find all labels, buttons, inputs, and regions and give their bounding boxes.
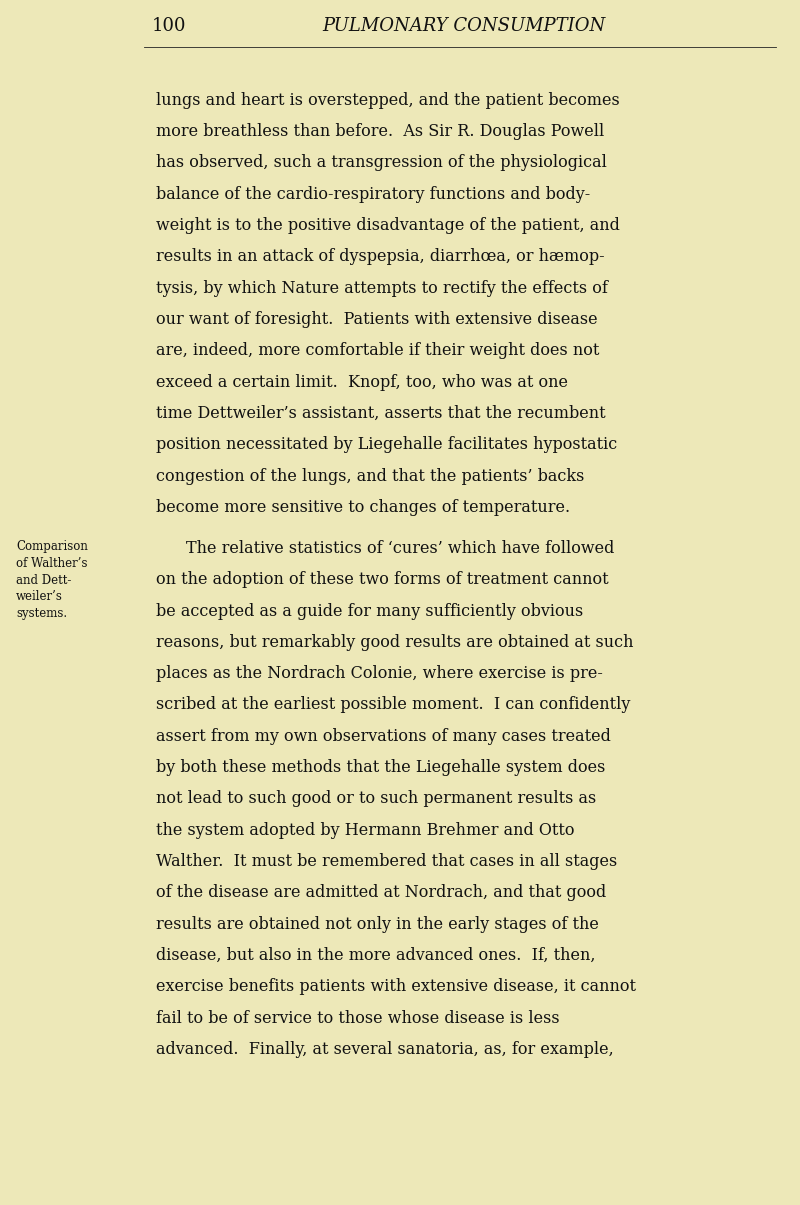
Text: weiler’s: weiler’s (16, 590, 63, 604)
Text: assert from my own observations of many cases treated: assert from my own observations of many … (156, 728, 611, 745)
Text: congestion of the lungs, and that the patients’ backs: congestion of the lungs, and that the pa… (156, 468, 584, 484)
Text: of Walther’s: of Walther’s (16, 557, 87, 570)
Text: reasons, but remarkably good results are obtained at such: reasons, but remarkably good results are… (156, 634, 634, 651)
Text: exceed a certain limit.  Knopf, too, who was at one: exceed a certain limit. Knopf, too, who … (156, 374, 568, 390)
Text: has observed, such a transgression of the physiological: has observed, such a transgression of th… (156, 154, 607, 171)
Text: 100: 100 (152, 17, 186, 35)
Text: PULMONARY CONSUMPTION: PULMONARY CONSUMPTION (322, 17, 606, 35)
Text: are, indeed, more comfortable if their weight does not: are, indeed, more comfortable if their w… (156, 342, 599, 359)
Text: time Dettweiler’s assistant, asserts that the recumbent: time Dettweiler’s assistant, asserts tha… (156, 405, 606, 422)
Text: more breathless than before.  As Sir R. Douglas Powell: more breathless than before. As Sir R. D… (156, 123, 604, 140)
Text: of the disease are admitted at Nordrach, and that good: of the disease are admitted at Nordrach,… (156, 884, 606, 901)
Text: tysis, by which Nature attempts to rectify the effects of: tysis, by which Nature attempts to recti… (156, 280, 608, 296)
Text: balance of the cardio-respiratory functions and body-: balance of the cardio-respiratory functi… (156, 186, 590, 202)
Text: on the adoption of these two forms of treatment cannot: on the adoption of these two forms of tr… (156, 571, 609, 588)
Text: not lead to such good or to such permanent results as: not lead to such good or to such permane… (156, 790, 596, 807)
Text: scribed at the earliest possible moment.  I can confidently: scribed at the earliest possible moment.… (156, 696, 630, 713)
Text: results are obtained not only in the early stages of the: results are obtained not only in the ear… (156, 916, 599, 933)
Text: disease, but also in the more advanced ones.  If, then,: disease, but also in the more advanced o… (156, 947, 595, 964)
Text: The relative statistics of ‘cures’ which have followed: The relative statistics of ‘cures’ which… (186, 540, 614, 557)
Text: places as the Nordrach Colonie, where exercise is pre-: places as the Nordrach Colonie, where ex… (156, 665, 603, 682)
Text: results in an attack of dyspepsia, diarrhœa, or hæmop-: results in an attack of dyspepsia, diarr… (156, 248, 605, 265)
Text: be accepted as a guide for many sufficiently obvious: be accepted as a guide for many sufficie… (156, 602, 583, 619)
Text: fail to be of service to those whose disease is less: fail to be of service to those whose dis… (156, 1010, 560, 1027)
Text: Comparison: Comparison (16, 540, 88, 553)
Text: our want of foresight.  Patients with extensive disease: our want of foresight. Patients with ext… (156, 311, 598, 328)
Text: Walther.  It must be remembered that cases in all stages: Walther. It must be remembered that case… (156, 853, 618, 870)
Text: exercise benefits patients with extensive disease, it cannot: exercise benefits patients with extensiv… (156, 978, 636, 995)
Text: lungs and heart is overstepped, and the patient becomes: lungs and heart is overstepped, and the … (156, 92, 620, 108)
Text: become more sensitive to changes of temperature.: become more sensitive to changes of temp… (156, 499, 570, 516)
Text: weight is to the positive disadvantage of the patient, and: weight is to the positive disadvantage o… (156, 217, 620, 234)
Text: position necessitated by Liegehalle facilitates hypostatic: position necessitated by Liegehalle faci… (156, 436, 618, 453)
Text: by both these methods that the Liegehalle system does: by both these methods that the Liegehall… (156, 759, 606, 776)
Text: the system adopted by Hermann Brehmer and Otto: the system adopted by Hermann Brehmer an… (156, 822, 574, 839)
Text: advanced.  Finally, at several sanatoria, as, for example,: advanced. Finally, at several sanatoria,… (156, 1041, 614, 1058)
Text: systems.: systems. (16, 607, 67, 621)
Text: and Dett-: and Dett- (16, 574, 71, 587)
